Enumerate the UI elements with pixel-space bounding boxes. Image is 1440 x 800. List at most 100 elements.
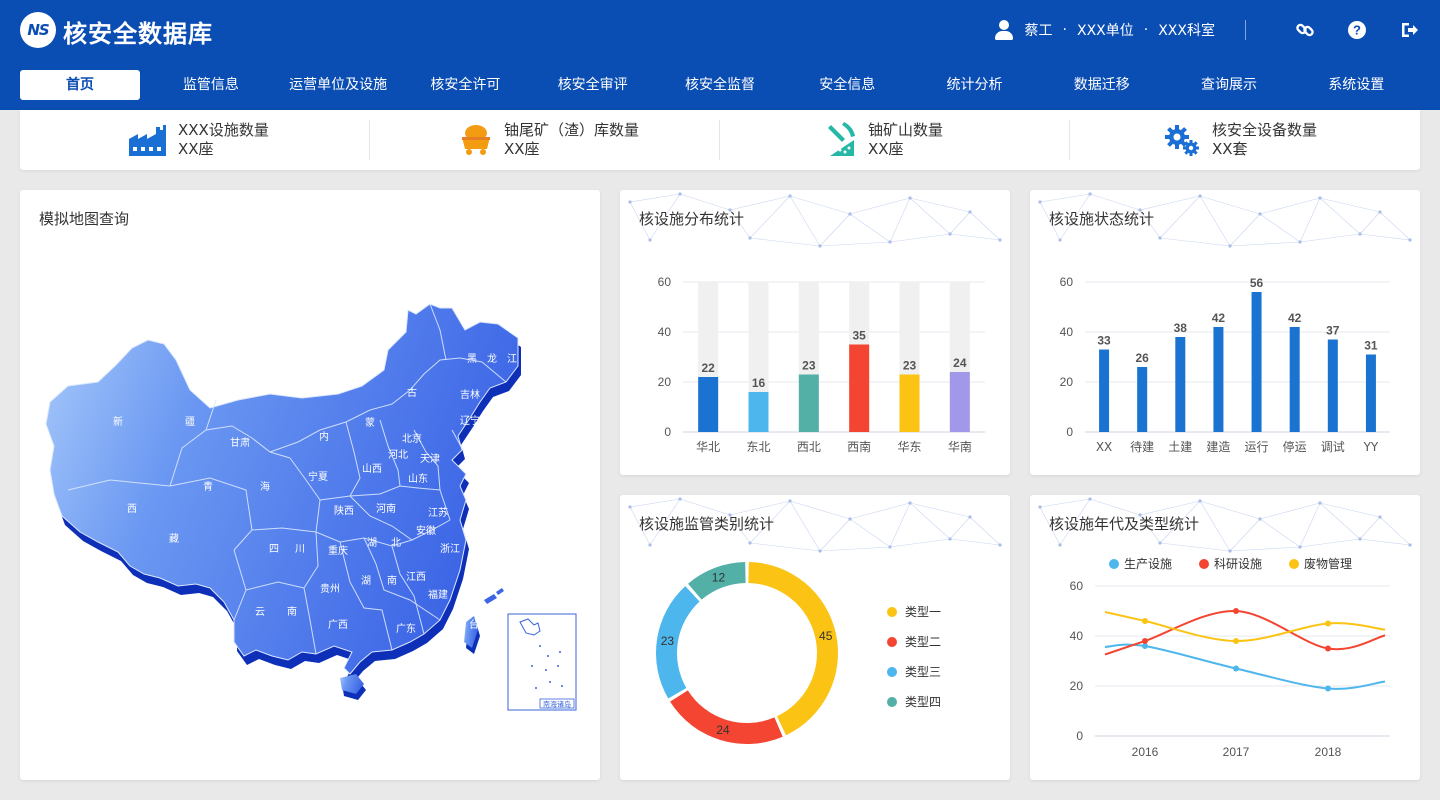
legend-label[interactable]: 类型三 (905, 665, 941, 679)
province-label: 山西 (362, 463, 382, 475)
nav-item[interactable]: 系统设置 (1328, 77, 1385, 93)
gears-icon (1165, 125, 1199, 156)
donut-slice[interactable] (688, 562, 746, 600)
legend-marker (1289, 559, 1299, 569)
province-label: 浙江 (440, 543, 460, 555)
x-tick-label: 华东 (897, 440, 921, 454)
data-point[interactable] (1325, 620, 1331, 627)
province-label: 山东 (408, 472, 428, 485)
nav-item[interactable]: 运营单位及设施 (289, 77, 388, 93)
mining-icon (828, 122, 855, 156)
bar[interactable] (1137, 367, 1148, 432)
bar[interactable] (1099, 349, 1110, 433)
bar[interactable] (1175, 337, 1186, 432)
series-line[interactable] (1104, 611, 1386, 643)
slice-value-label: 45 (819, 629, 833, 643)
province-label: 青 (203, 480, 213, 493)
legend-marker (1199, 559, 1209, 569)
x-tick-label: XX (1096, 440, 1112, 454)
x-tick-label: 运行 (1245, 440, 1269, 454)
china-map[interactable]: 黑龙江吉林辽宁 古蒙内 新 疆甘肃青 海西藏 宁夏 山西 北京河北 天津山东陕西 河南 江苏安徽四 川… (20, 190, 600, 780)
legend-label[interactable]: 类型一 (905, 605, 941, 619)
app-title: 核安全数据库 (63, 20, 213, 48)
data-point[interactable] (1325, 685, 1331, 692)
nav-item[interactable]: 核安全审评 (557, 77, 628, 93)
bar[interactable] (1289, 327, 1300, 432)
bar[interactable] (949, 372, 970, 432)
legend-label[interactable]: 废物管理 (1304, 556, 1352, 571)
y-tick-label: 60 (658, 275, 672, 289)
data-point[interactable] (1142, 643, 1148, 649)
data-point[interactable] (1233, 638, 1239, 644)
province-label: 南 (387, 574, 397, 587)
data-point[interactable] (1142, 638, 1148, 644)
legend-label[interactable]: 类型四 (905, 695, 941, 709)
nav-item[interactable]: 核安全许可 (430, 77, 501, 93)
x-tick-label: 待建 (1130, 440, 1154, 454)
legend-label[interactable]: 类型二 (905, 635, 941, 649)
x-tick-label: 2018 (1315, 745, 1342, 759)
x-tick-label: 2016 (1132, 745, 1159, 759)
province-label: 海 (260, 480, 270, 493)
province-label: 吉林 (460, 388, 480, 401)
bar[interactable] (1251, 292, 1262, 432)
series-line[interactable] (1104, 643, 1386, 690)
province-label: 辽宁 (460, 414, 480, 427)
data-point[interactable] (1142, 618, 1148, 624)
stats-bar: XXX设施数量 XX座 铀尾矿（渣）库数量 XX座 铀矿山数量 XX座 (20, 110, 1420, 170)
status-bar-chart: 0 20 40 60 33 XX 26 待建 38 土建 42 建造 56 运行 42 停运 37 调试 31 YY (1060, 275, 1390, 454)
y-tick-label: 40 (658, 325, 672, 339)
panel-title: 核设施状态统计 (1049, 210, 1155, 228)
bar[interactable] (899, 374, 920, 433)
province-label: 古 (407, 386, 417, 399)
help-icon[interactable]: ? (1346, 19, 1368, 41)
y-tick-label: 40 (1060, 325, 1074, 339)
stat-uranium-mine-count: 铀矿山数量 XX座 (828, 120, 943, 160)
bar[interactable] (1365, 354, 1376, 433)
stat-label: 铀尾矿（渣）库数量 (504, 121, 640, 139)
x-tick-label: 建造 (1206, 440, 1230, 454)
stat-equipment-count: 核安全设备数量 XX套 (1164, 120, 1317, 160)
nav-item[interactable]: 统计分析 (946, 77, 1003, 93)
bar-value-label: 35 (852, 329, 866, 343)
bar[interactable] (698, 377, 719, 432)
chart-panel-status: 核设施状态统计 0 20 40 60 33 XX 26 待建 38 土建 42 建造 56 运行 42 停运 3… (1030, 190, 1420, 475)
data-point[interactable] (1233, 608, 1239, 614)
data-point[interactable] (1325, 645, 1331, 652)
legend-label[interactable]: 生产设施 (1124, 557, 1172, 571)
nav-item[interactable]: 数据迁移 (1073, 77, 1130, 93)
app-header: NS 核安全数据库 蔡工 · XXX单位 · XXX科室 ? 首页 监管信息 运营单… (0, 0, 1440, 110)
data-point[interactable] (1233, 665, 1239, 672)
bar-value-label: 33 (1097, 334, 1111, 348)
nav-item[interactable]: 核安全监督 (684, 77, 755, 93)
separator-dot: · (1143, 22, 1149, 38)
legend-label[interactable]: 科研设施 (1214, 557, 1262, 571)
province-label: 云 (255, 607, 265, 618)
bar-value-label: 24 (953, 356, 967, 370)
y-tick-label: 60 (1060, 275, 1074, 289)
header-divider (1245, 20, 1246, 40)
logout-icon[interactable] (1398, 19, 1420, 41)
bar[interactable] (1213, 327, 1224, 432)
bar[interactable] (1327, 339, 1338, 433)
stat-value: XX座 (504, 140, 540, 158)
province-label: 河南 (376, 502, 396, 515)
y-tick-label: 60 (1070, 579, 1084, 593)
nav-item[interactable]: 安全信息 (819, 77, 876, 93)
province-label: 广东 (396, 622, 416, 635)
donut-slice[interactable] (748, 562, 838, 736)
stat-value: XX座 (868, 140, 904, 158)
network-background (628, 192, 1002, 248)
nav-item[interactable]: 监管信息 (182, 77, 239, 93)
link-icon[interactable] (1294, 19, 1316, 41)
bar[interactable] (798, 374, 819, 433)
province-label: 天津 (420, 453, 440, 465)
bar[interactable] (849, 344, 870, 433)
bar[interactable] (748, 392, 769, 432)
donut-slice[interactable] (656, 586, 700, 699)
bar-value-label: 38 (1174, 321, 1188, 335)
nav-item[interactable]: 首页 (20, 70, 140, 100)
donut-slice[interactable] (670, 690, 783, 744)
panel-title: 模拟地图查询 (39, 210, 130, 228)
nav-item[interactable]: 查询展示 (1201, 77, 1258, 93)
